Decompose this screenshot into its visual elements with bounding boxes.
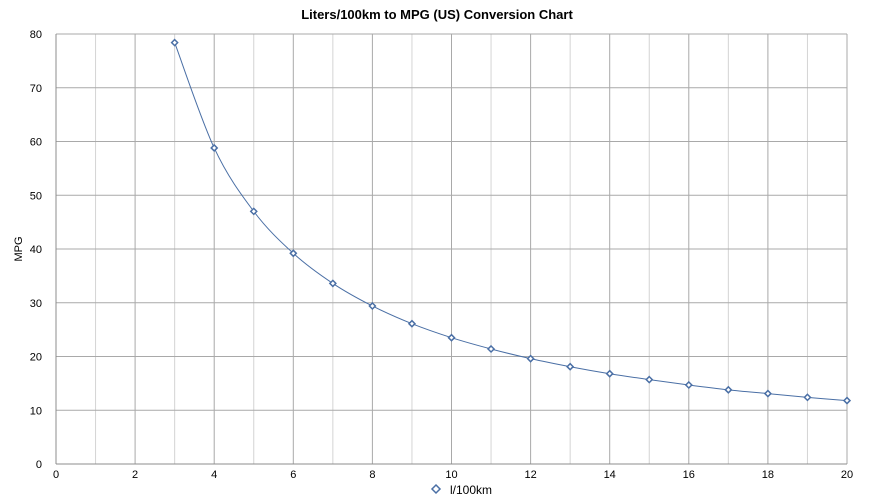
- data-point: [724, 385, 733, 394]
- data-point: [447, 333, 456, 342]
- data-point: [566, 362, 575, 371]
- y-tick-label: 20: [30, 352, 42, 364]
- legend-marker-icon: [430, 483, 442, 495]
- data-point: [328, 279, 337, 288]
- chart-title: Liters/100km to MPG (US) Conversion Char…: [301, 7, 573, 22]
- legend-diamond-icon: [430, 483, 442, 495]
- data-point: [210, 143, 219, 153]
- data-point: [842, 396, 852, 405]
- data-point: [645, 375, 654, 384]
- legend: l/100km: [430, 483, 492, 497]
- data-point: [289, 249, 298, 258]
- data-point: [486, 344, 496, 354]
- x-tick-label: 12: [524, 469, 536, 481]
- data-point: [803, 393, 812, 402]
- data-point: [763, 389, 772, 398]
- y-tick-label: 60: [30, 137, 42, 149]
- series-layer: [170, 38, 852, 405]
- legend-label: l/100km: [450, 483, 492, 497]
- data-point: [605, 369, 614, 378]
- x-tick-label: 2: [132, 469, 138, 481]
- y-tick-label: 10: [30, 405, 42, 417]
- x-tick-label: 6: [290, 469, 296, 481]
- x-tick-label: 18: [762, 469, 774, 481]
- x-tick-label: 20: [841, 469, 853, 481]
- data-point: [684, 380, 693, 390]
- data-point: [170, 38, 179, 47]
- axis-layer: 0 2 4 6 8 10 12 14 16 18 20 0 10 20 30 40 50 60 70 80: [30, 29, 853, 481]
- grid-layer: [55, 33, 848, 465]
- x-tick-label: 16: [683, 469, 695, 481]
- x-tick-label: 8: [369, 469, 375, 481]
- y-tick-label: 80: [30, 29, 42, 41]
- y-tick-label: 30: [30, 298, 42, 310]
- x-tick-label: 4: [211, 469, 217, 481]
- y-axis-title: MPG: [13, 236, 25, 261]
- y-tick-label: 50: [30, 190, 42, 202]
- x-tick-label: 0: [53, 469, 59, 481]
- y-tick-label: 70: [30, 83, 42, 95]
- y-tick-label: 0: [36, 459, 42, 471]
- data-point: [407, 319, 417, 328]
- data-point: [526, 354, 535, 363]
- data-point: [249, 207, 258, 216]
- x-tick-label: 14: [604, 469, 616, 481]
- y-tick-label: 40: [30, 244, 42, 256]
- x-tick-label: 10: [445, 469, 457, 481]
- data-point: [368, 301, 377, 311]
